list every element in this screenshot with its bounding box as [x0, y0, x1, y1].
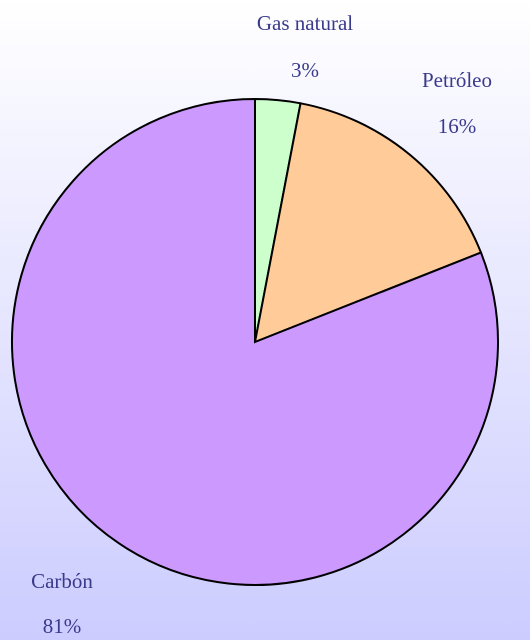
pie-slice [11, 97, 499, 586]
pie-slice [253, 102, 483, 344]
slice-value-label: 81% [43, 614, 82, 638]
slice-value-label: 3% [291, 58, 319, 82]
slice-label: Petróleo [422, 68, 492, 92]
slice-value-label: 16% [438, 114, 477, 138]
slice-label: Gas natural [257, 11, 353, 35]
slice-label: Carbón [31, 569, 93, 593]
